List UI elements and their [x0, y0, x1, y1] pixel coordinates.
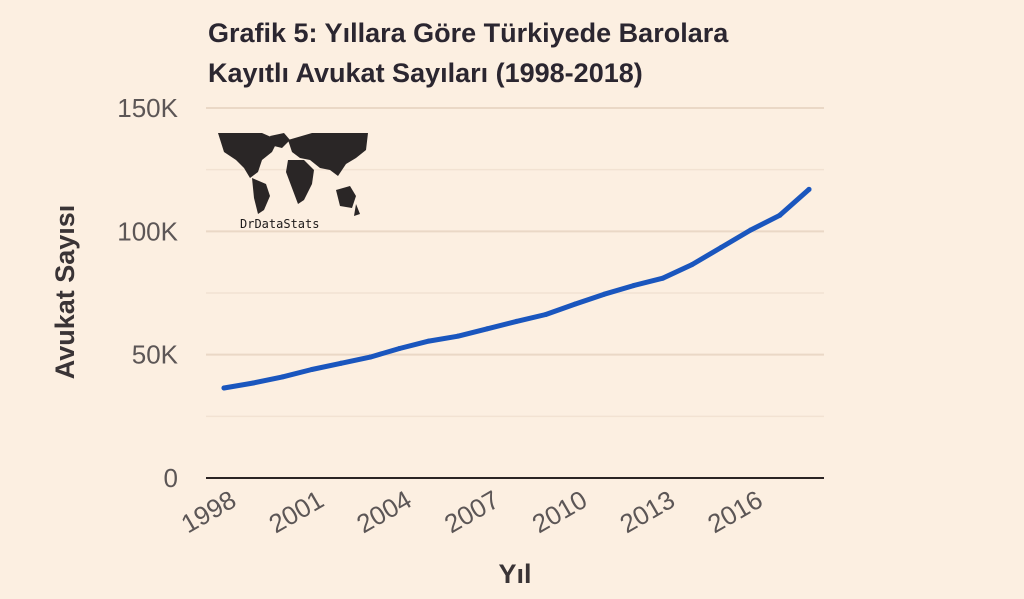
data-point	[250, 380, 256, 386]
y-axis-title: Avukat Sayısı	[50, 205, 80, 380]
drdatastats-logo: DrDataStats	[218, 133, 368, 231]
data-point	[338, 360, 344, 366]
data-point	[397, 346, 402, 351]
data-point	[572, 301, 578, 307]
x-axis-ticks: 1998 2001 2004 2007 2010 2013 2016	[176, 484, 768, 539]
data-point	[660, 275, 666, 281]
x-tick-label: 2007	[439, 484, 504, 539]
data-point	[221, 385, 227, 391]
chart-title-line-2: Kayıtlı Avukat Sayıları (1998-2018)	[208, 58, 643, 88]
world-map-icon	[218, 133, 368, 216]
data-point	[806, 186, 812, 192]
data-point	[484, 326, 490, 332]
data-point	[718, 244, 724, 250]
data-point	[748, 227, 753, 233]
data-point	[514, 318, 519, 324]
x-tick-label: 2010	[527, 484, 592, 539]
x-tick-label: 2001	[264, 484, 329, 539]
x-tick-label: 1998	[176, 484, 241, 539]
chart-title: Grafik 5: Yıllara Göre Türkiyede Barolar…	[208, 18, 729, 88]
data-point	[367, 354, 373, 360]
data-point	[777, 212, 783, 218]
data-point	[689, 262, 695, 268]
y-tick-label: 100K	[117, 216, 178, 246]
data-point	[280, 374, 285, 380]
y-tick-label: 50K	[132, 340, 179, 370]
data-point	[601, 291, 607, 297]
data-point	[631, 283, 636, 289]
y-tick-label: 150K	[117, 93, 178, 123]
data-point	[426, 338, 432, 344]
x-tick-label: 2013	[615, 484, 680, 539]
data-point	[455, 333, 461, 339]
data-point	[543, 311, 549, 317]
series	[221, 186, 812, 391]
chart-title-line-1: Grafik 5: Yıllara Göre Türkiyede Barolar…	[208, 18, 729, 48]
x-tick-label: 2004	[351, 484, 416, 539]
x-tick-label: 2016	[702, 484, 767, 539]
logo-text: DrDataStats	[240, 217, 319, 231]
y-axis-ticks: 0 50K 100K 150K	[117, 93, 178, 493]
x-axis-title: Yıl	[498, 559, 531, 589]
data-point	[309, 366, 315, 372]
y-tick-label: 0	[164, 463, 178, 493]
